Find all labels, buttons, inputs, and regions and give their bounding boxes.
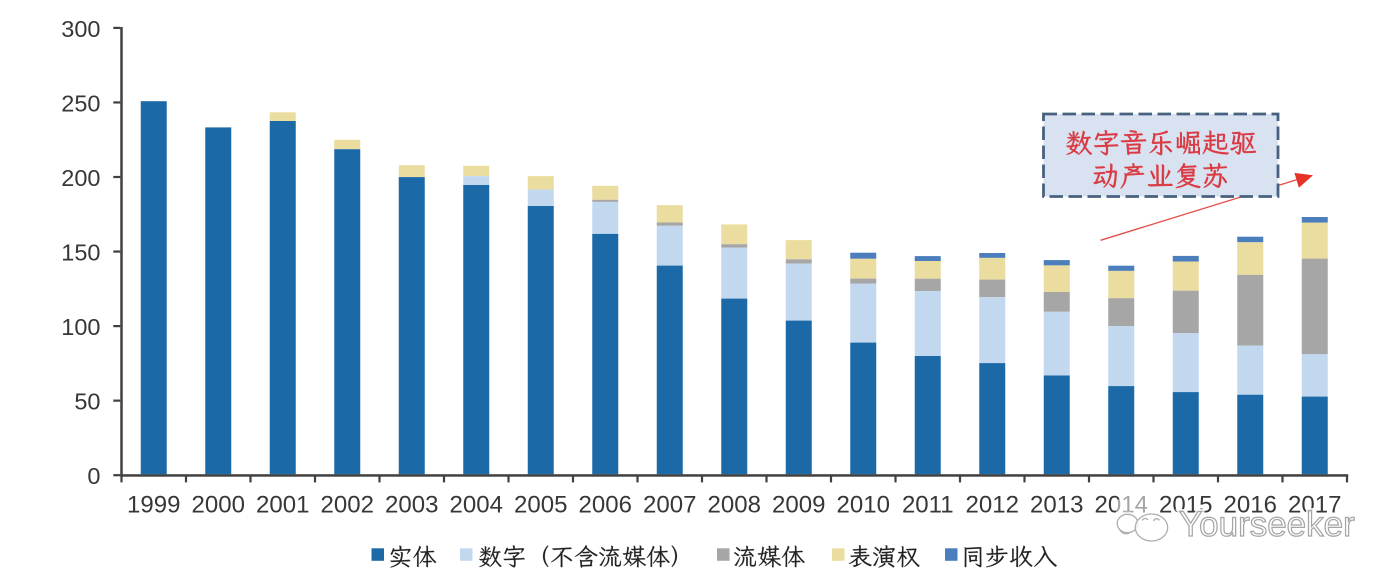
svg-text:2007: 2007 bbox=[643, 492, 696, 519]
svg-text:1999: 1999 bbox=[127, 492, 180, 519]
svg-text:2011: 2011 bbox=[902, 492, 954, 519]
svg-text:2008: 2008 bbox=[708, 492, 761, 519]
svg-text:2013: 2013 bbox=[1030, 492, 1083, 519]
svg-text:2009: 2009 bbox=[772, 492, 825, 519]
svg-text:250: 250 bbox=[61, 90, 100, 116]
svg-text:0: 0 bbox=[87, 463, 100, 489]
svg-text:2001: 2001 bbox=[256, 492, 309, 519]
svg-text:300: 300 bbox=[61, 16, 100, 42]
svg-text:2012: 2012 bbox=[966, 492, 1019, 519]
svg-text:100: 100 bbox=[61, 314, 100, 340]
svg-text:2006: 2006 bbox=[579, 492, 632, 519]
svg-text:2004: 2004 bbox=[450, 492, 503, 519]
svg-text:150: 150 bbox=[61, 240, 100, 266]
svg-text:2002: 2002 bbox=[321, 492, 374, 519]
svg-text:Yourseeker: Yourseeker bbox=[1179, 505, 1355, 544]
svg-text:2003: 2003 bbox=[385, 492, 438, 519]
svg-text:200: 200 bbox=[61, 165, 100, 191]
svg-text:Yourseeker: Yourseeker bbox=[1179, 505, 1355, 544]
svg-text:2017: 2017 bbox=[1288, 492, 1341, 519]
svg-text:50: 50 bbox=[74, 389, 100, 415]
svg-text:2015: 2015 bbox=[1159, 492, 1212, 519]
svg-text:2010: 2010 bbox=[837, 492, 890, 519]
svg-text:2005: 2005 bbox=[514, 492, 567, 519]
svg-text:2016: 2016 bbox=[1224, 492, 1277, 519]
svg-text:2000: 2000 bbox=[192, 492, 245, 519]
